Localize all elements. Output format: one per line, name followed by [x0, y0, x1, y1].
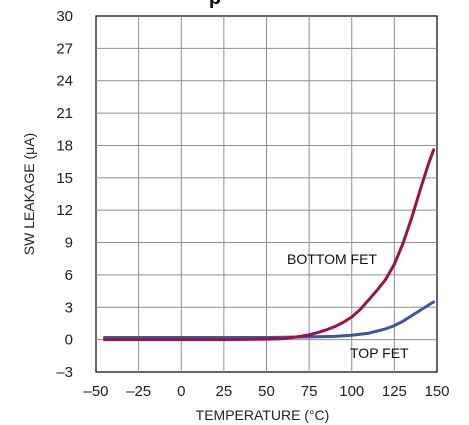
x-tick-label: 50 [258, 383, 275, 400]
x-axis-label: TEMPERATURE (°C) [196, 407, 330, 423]
y-tick-label: 18 [56, 137, 73, 154]
y-tick-label: 27 [56, 40, 73, 57]
x-tick-label: 25 [216, 383, 233, 400]
y-tick-label: 12 [56, 202, 73, 219]
x-tick-label: –25 [126, 383, 151, 400]
x-tick-label: 150 [424, 383, 449, 400]
x-tick-label: 100 [339, 383, 364, 400]
y-tick-label: 9 [65, 235, 73, 252]
series-line-top-fet [103, 300, 436, 339]
x-tick-label: 75 [301, 383, 318, 400]
x-axis-tick-labels: –50 –25 0 25 50 75 100 125 150 [83, 383, 449, 400]
x-tick-label: 125 [382, 383, 407, 400]
y-tick-label: –3 [56, 364, 73, 381]
y-tick-label: 24 [56, 73, 73, 90]
series-label-top-fet: TOP FET [350, 345, 409, 361]
y-axis-tick-labels: –3 0 3 6 9 12 15 18 21 24 27 30 [56, 8, 73, 381]
x-tick-label: 0 [177, 383, 185, 400]
y-axis-label: SW LEAKAGE (μA) [21, 133, 37, 255]
series-line-bottom-fet [103, 148, 436, 342]
series-lines [103, 148, 436, 342]
y-tick-label: 21 [56, 105, 73, 122]
x-tick-label: –50 [83, 383, 108, 400]
y-tick-label: 3 [65, 299, 73, 316]
chart-title: p [209, 0, 221, 9]
y-tick-label: 6 [65, 267, 73, 284]
y-tick-label: 15 [56, 170, 73, 187]
y-tick-label: 0 [65, 332, 73, 349]
y-tick-label: 30 [56, 8, 73, 25]
grid-lines [96, 16, 437, 372]
series-label-bottom-fet: BOTTOM FET [287, 251, 377, 267]
